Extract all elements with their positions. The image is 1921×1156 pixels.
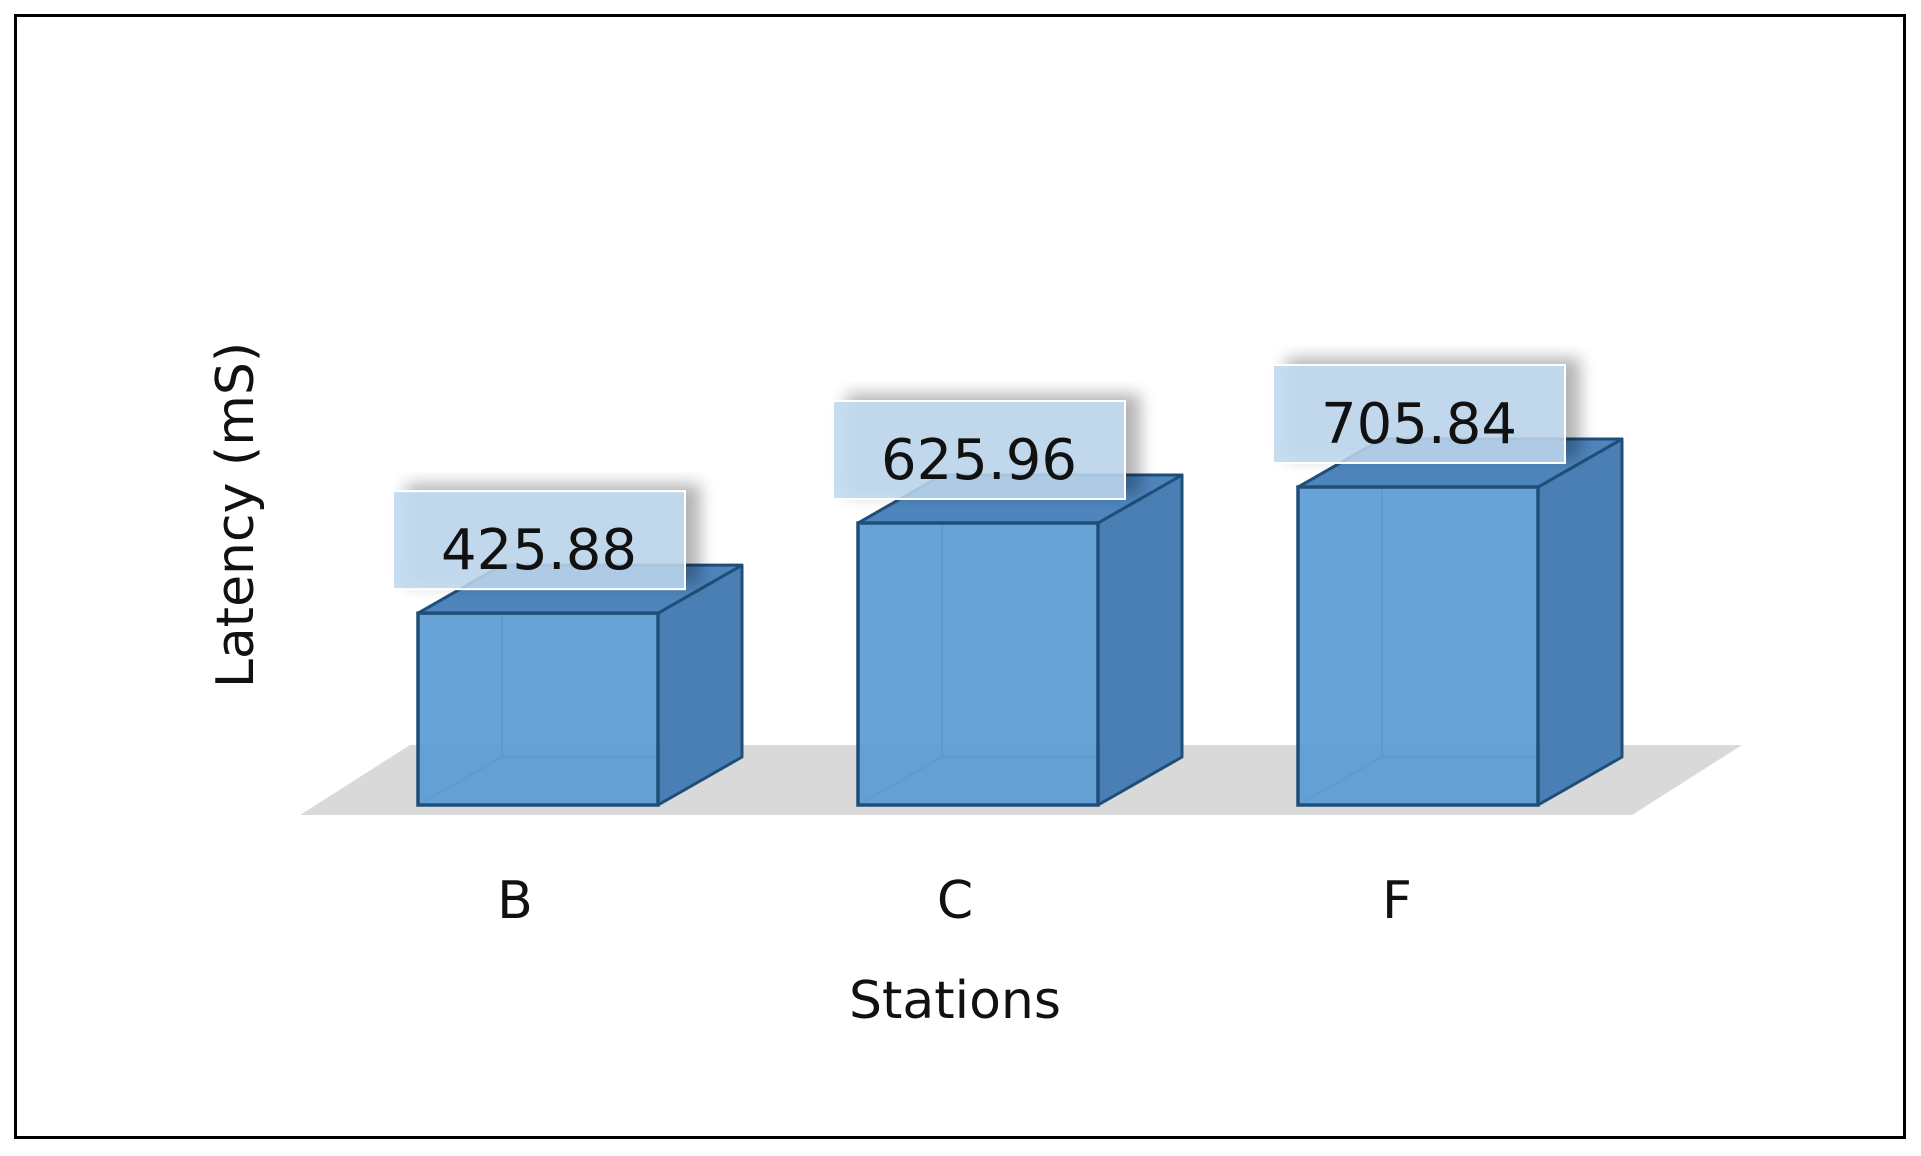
bar-c-side xyxy=(1096,473,1184,807)
bar-b xyxy=(416,563,744,807)
x-tick-label-c: C xyxy=(937,871,973,931)
data-label-box-c xyxy=(832,400,1126,501)
bar-f xyxy=(1296,437,1624,807)
data-labels-layer: 425.88 625.96 705.84 xyxy=(392,364,1566,591)
data-label-text-f: 705.84 xyxy=(1321,392,1517,457)
data-label-text-c: 625.96 xyxy=(881,428,1077,493)
y-axis-title: Latency (mS) xyxy=(206,342,266,688)
x-axis-title: Stations xyxy=(849,971,1061,1031)
bar-b-front xyxy=(416,611,660,807)
data-label-c: 625.96 xyxy=(832,400,1126,501)
x-tick-label-b: B xyxy=(497,871,533,931)
x-tick-label-f: F xyxy=(1382,871,1412,931)
data-label-b: 425.88 xyxy=(392,490,686,591)
data-label-text-b: 425.88 xyxy=(441,518,637,583)
bar-f-side xyxy=(1536,437,1624,807)
bar-c-front xyxy=(856,521,1100,807)
bar-f-front xyxy=(1296,485,1540,807)
data-label-f: 705.84 xyxy=(1272,364,1566,465)
data-label-box-b xyxy=(392,490,686,591)
data-label-box-f xyxy=(1272,364,1566,465)
bar-c xyxy=(856,473,1184,807)
